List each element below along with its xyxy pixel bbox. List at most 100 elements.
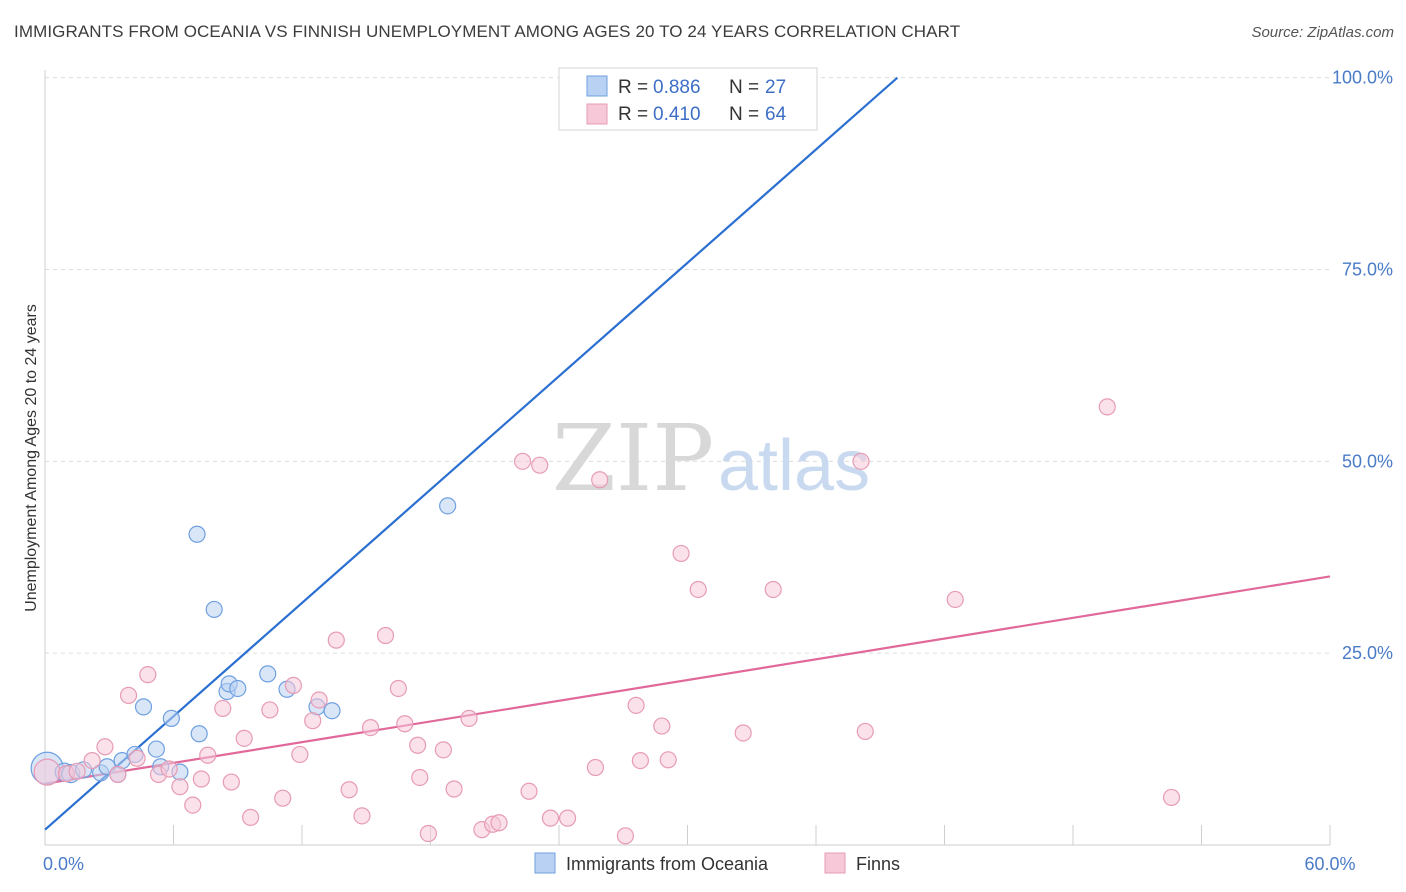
point-finns — [327, 631, 345, 649]
point-finns — [631, 751, 649, 770]
trend-lines — [44, 76, 1331, 831]
point-finns — [304, 712, 322, 730]
legend-swatch-oceania — [534, 852, 556, 874]
axes — [44, 70, 1330, 846]
point-finns — [235, 729, 253, 747]
legend-n-label: N = — [729, 77, 759, 98]
source-credit: Source: ZipAtlas.com — [1251, 24, 1394, 41]
point-finns — [541, 809, 560, 827]
point-finns — [419, 824, 437, 843]
point-oceania — [439, 497, 457, 515]
legend-r-value: 0.886 — [653, 77, 701, 98]
legend-n-value: 64 — [765, 104, 787, 125]
point-finns — [659, 751, 677, 769]
point-oceania — [188, 525, 206, 543]
data-points — [30, 69, 1181, 845]
point-finns — [389, 679, 407, 698]
point-finns — [672, 544, 690, 563]
point-finns — [171, 778, 189, 796]
point-finns — [513, 452, 532, 470]
legend-bottom: Immigrants from Oceania Finns — [534, 852, 900, 874]
point-finns — [361, 718, 380, 737]
legend-n-label: N = — [729, 104, 759, 125]
point-finns — [1098, 398, 1116, 416]
point-finns — [274, 789, 292, 807]
point-finns — [434, 741, 452, 759]
legend-label-oceania: Immigrants from Oceania — [566, 854, 769, 874]
point-finns — [1162, 788, 1181, 807]
point-finns — [291, 745, 309, 764]
point-finns — [340, 781, 358, 799]
point-finns — [520, 782, 538, 800]
point-oceania — [205, 600, 223, 619]
point-finns — [946, 590, 964, 609]
y-tick-label: 50.0% — [1342, 451, 1393, 471]
point-finns — [109, 765, 127, 784]
point-finns — [119, 686, 138, 704]
point-finns — [261, 701, 279, 719]
point-finns — [411, 768, 429, 787]
point-finns — [68, 762, 86, 780]
point-finns — [490, 814, 508, 832]
watermark-atlas: atlas — [718, 426, 870, 506]
point-finns — [856, 722, 874, 741]
point-oceania — [147, 740, 165, 758]
point-finns — [242, 808, 260, 826]
x-tick-label: 0.0% — [43, 854, 84, 874]
y-tick-label: 25.0% — [1342, 643, 1393, 663]
legend-r-value: 0.410 — [653, 104, 701, 125]
point-finns — [222, 773, 240, 791]
legend-swatch-finns — [824, 852, 846, 874]
y-tick-label: 100.0% — [1332, 68, 1393, 88]
point-finns — [616, 827, 634, 845]
point-finns — [586, 758, 605, 777]
point-finns — [627, 696, 645, 714]
point-finns — [376, 626, 395, 645]
point-finns — [139, 666, 157, 684]
legend-top: R = 0.886 N = 27 R = 0.410 N = 64 — [558, 67, 818, 131]
y-tick-label: 75.0% — [1342, 260, 1393, 280]
point-finns — [591, 471, 609, 489]
point-oceania — [134, 698, 153, 716]
tick-labels: 25.0% 50.0% 75.0% 100.0% 0.0% 60.0% — [43, 68, 1393, 874]
point-finns — [353, 807, 371, 825]
point-finns — [96, 738, 114, 756]
point-finns — [445, 780, 463, 798]
point-finns — [734, 724, 752, 742]
point-finns — [128, 749, 146, 767]
trendline-finns — [44, 575, 1331, 785]
point-finns — [689, 580, 707, 599]
point-finns — [558, 809, 577, 827]
point-finns — [214, 699, 232, 718]
watermark: ZIP atlas — [552, 405, 870, 512]
point-oceania — [323, 702, 341, 720]
watermark-zip: ZIP — [552, 405, 714, 512]
trendline-oceania — [44, 76, 899, 831]
point-finns — [184, 796, 202, 814]
legend-swatch-finns — [586, 103, 608, 125]
legend-r-label: R = — [618, 77, 648, 98]
point-finns — [764, 580, 782, 599]
legend-r-label: R = — [618, 104, 648, 125]
point-oceania — [259, 665, 277, 683]
point-oceania — [229, 679, 247, 698]
point-finns — [284, 676, 303, 694]
point-finns — [653, 717, 671, 735]
legend-swatch-oceania — [586, 75, 608, 97]
chart-title: IMMIGRANTS FROM OCEANIA VS FINNISH UNEMP… — [14, 22, 961, 41]
point-finns — [396, 715, 414, 733]
point-finns — [83, 751, 101, 770]
x-tick-label: 60.0% — [1304, 854, 1355, 874]
point-finns — [192, 770, 210, 788]
point-oceania — [162, 709, 180, 727]
point-finns — [852, 452, 870, 470]
point-finns — [33, 758, 61, 786]
point-finns — [160, 760, 178, 778]
legend-label-finns: Finns — [856, 854, 900, 874]
point-finns — [531, 456, 549, 474]
point-oceania — [190, 725, 208, 743]
point-finns — [409, 736, 427, 754]
point-finns — [310, 691, 328, 709]
point-finns — [460, 709, 478, 727]
